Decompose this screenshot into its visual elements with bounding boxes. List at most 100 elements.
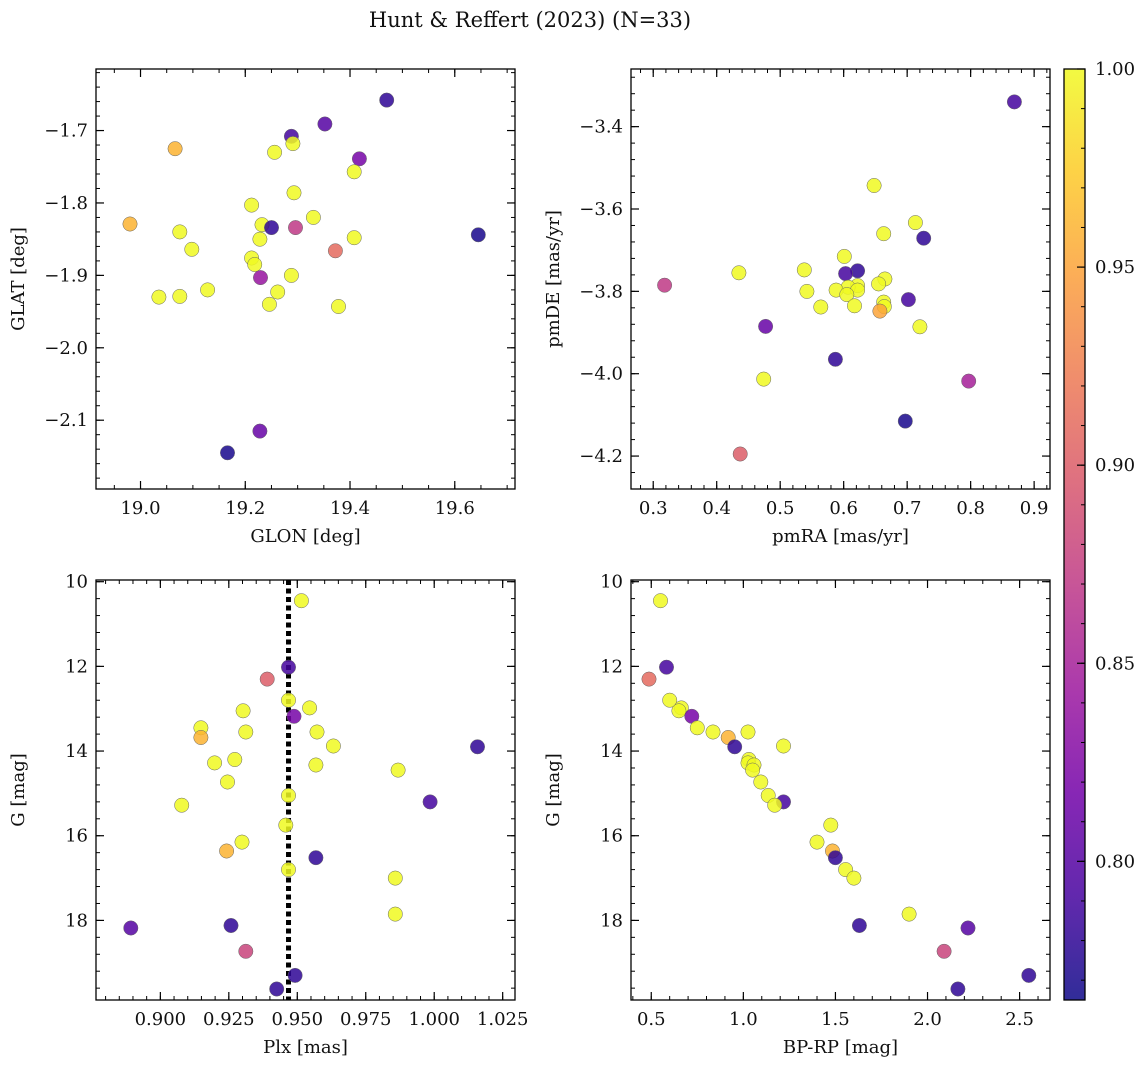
- data-point: [1006, 94, 1022, 110]
- data-point: [331, 299, 346, 314]
- y-tick-label: −2.1: [44, 410, 88, 431]
- data-point: [960, 920, 976, 936]
- data-point: [847, 298, 862, 314]
- data-point: [731, 265, 747, 281]
- data-point: [309, 724, 325, 740]
- data-point: [253, 270, 268, 286]
- x-tick-label: 1.000: [408, 1009, 460, 1030]
- y-tick-label: 10: [600, 572, 623, 593]
- data-point: [252, 423, 268, 439]
- data-point: [827, 850, 843, 866]
- x-tick-label: 19.6: [435, 498, 475, 519]
- y-tick-label: −4.0: [579, 364, 623, 385]
- x-tick-label: 0.5: [637, 1009, 666, 1030]
- data-point: [657, 277, 673, 293]
- colorbar: 0.80 0.85 0.90 0.95 1.00: [1063, 59, 1135, 1001]
- x-axis-label: pmRA [mas/yr]: [772, 526, 909, 547]
- y-tick-label: −4.2: [579, 446, 623, 467]
- axes-frame: [95, 68, 516, 490]
- x-axis-label: BP-RP [mag]: [783, 1037, 898, 1058]
- data-point: [662, 692, 678, 708]
- x-tick-label: 0.925: [203, 1009, 255, 1030]
- colorbar-frame: [1063, 68, 1086, 1001]
- data-point: [200, 282, 216, 298]
- data-point: [261, 296, 277, 312]
- y-tick-label: 18: [65, 910, 88, 931]
- data-point: [641, 671, 657, 687]
- x-tick-label: 2.0: [913, 1009, 942, 1030]
- data-point: [247, 257, 263, 272]
- data-point: [912, 319, 928, 335]
- y-tick-label: 14: [600, 741, 623, 762]
- y-tick-label: −3.6: [579, 199, 623, 220]
- data-point: [671, 703, 687, 719]
- data-point: [308, 850, 324, 866]
- x-tick-label: 1.5: [821, 1009, 850, 1030]
- y-axis-label: GLAT [deg]: [8, 227, 29, 331]
- y-tick-label: −1.7: [44, 121, 88, 142]
- y-tick-label: −2.0: [44, 338, 88, 359]
- axes-frame: [630, 68, 1051, 490]
- data-point: [756, 371, 772, 387]
- colorbar-tick-label: 0.90: [1095, 455, 1135, 476]
- data-point: [281, 659, 296, 675]
- data-point: [220, 445, 235, 461]
- data-point: [151, 289, 167, 305]
- data-point: [238, 724, 254, 740]
- data-point: [827, 351, 843, 367]
- data-point: [259, 671, 275, 687]
- data-point: [252, 231, 268, 247]
- data-point: [851, 918, 867, 933]
- data-point: [172, 224, 188, 240]
- data-point: [732, 446, 748, 462]
- colorbar-tick-label: 1.00: [1095, 59, 1135, 80]
- data-point: [267, 144, 283, 160]
- y-tick-label: 14: [65, 741, 88, 762]
- data-point: [227, 752, 243, 767]
- y-tick-label: 12: [65, 656, 88, 677]
- data-point: [907, 215, 923, 231]
- data-point: [839, 287, 855, 303]
- data-point: [283, 267, 299, 283]
- data-point: [285, 136, 301, 152]
- x-tick-label: 19.0: [120, 498, 160, 519]
- data-point: [740, 724, 756, 740]
- x-axis-label: GLON [deg]: [250, 526, 360, 547]
- y-tick-label: −3.4: [579, 117, 623, 138]
- x-tick-label: 1.025: [477, 1009, 529, 1030]
- data-point: [281, 862, 296, 878]
- colorbar-tick-label: 0.85: [1095, 653, 1135, 674]
- data-point: [961, 373, 977, 389]
- x-tick-label: 1.0: [729, 1009, 758, 1030]
- data-point: [287, 967, 303, 983]
- data-point: [123, 920, 139, 936]
- data-point: [659, 659, 674, 675]
- data-point: [346, 164, 362, 180]
- data-point: [897, 413, 913, 429]
- y-axis-label: G [mag]: [543, 753, 564, 826]
- data-point: [809, 834, 825, 850]
- y-tick-label: 18: [600, 910, 623, 931]
- data-point: [278, 817, 294, 833]
- data-point: [846, 870, 862, 886]
- data-point: [653, 593, 668, 609]
- data-point: [235, 703, 251, 719]
- data-point: [193, 730, 209, 745]
- data-point: [281, 788, 296, 803]
- x-tick-label: 0.8: [956, 498, 985, 519]
- axes-frame: [95, 579, 516, 1001]
- x-tick-label: 0.900: [135, 1009, 187, 1030]
- data-point: [220, 774, 235, 790]
- colorbar-tick-label: 0.80: [1095, 851, 1135, 872]
- data-point: [244, 197, 260, 213]
- data-point: [776, 738, 791, 754]
- x-tick-label: 0.4: [702, 498, 731, 519]
- data-point: [422, 794, 438, 810]
- data-point: [796, 262, 812, 278]
- x-tick-label: 0.975: [340, 1009, 392, 1030]
- data-point: [269, 981, 285, 997]
- data-point: [270, 284, 286, 300]
- colorbar-gradient: [1064, 69, 1085, 1000]
- data-point: [900, 292, 916, 308]
